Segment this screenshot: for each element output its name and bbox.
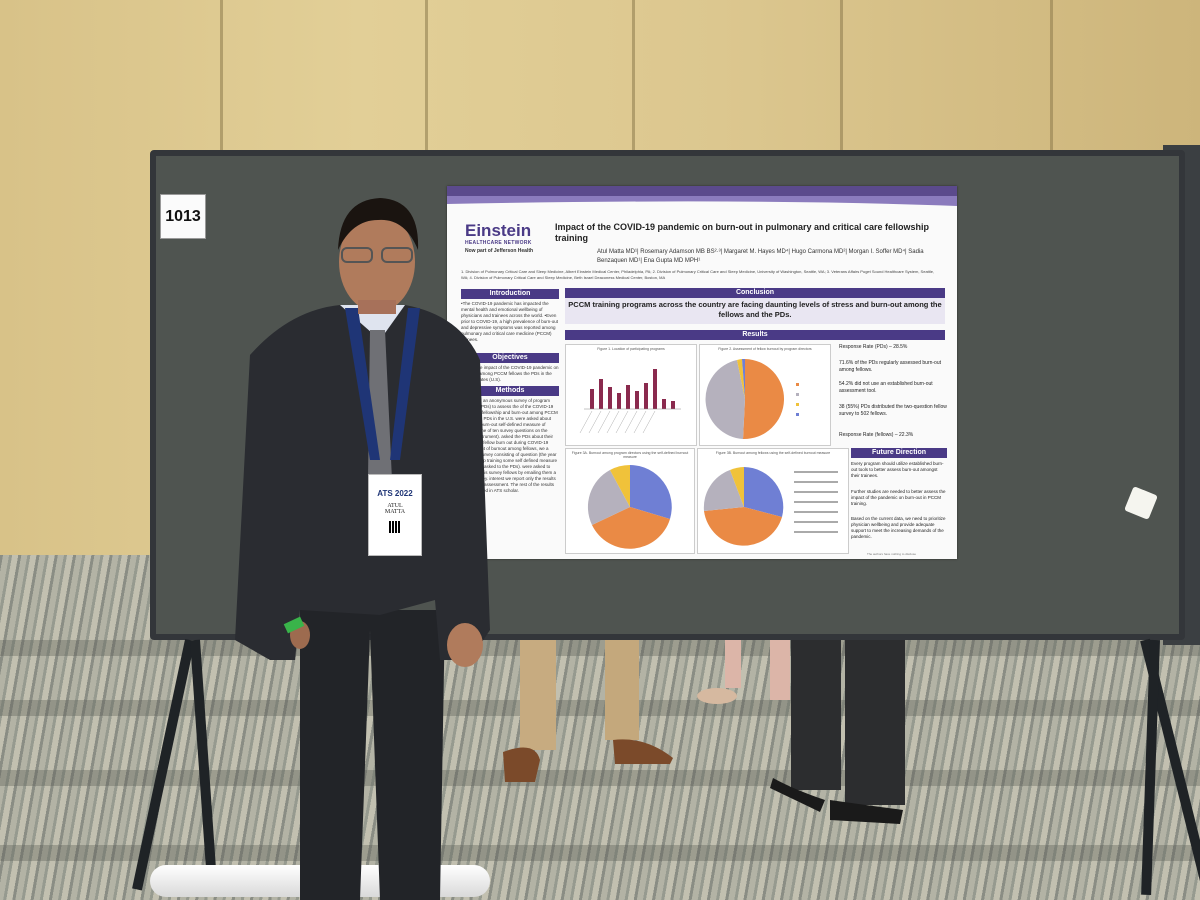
result-bullet-1: Response Rate (PDs) – 28.5% [839,344,908,350]
figure-3b-pie-chart: Figure 3B. Burnout among fellows using t… [697,448,849,554]
einstein-logo: Einstein [465,221,532,240]
figure-1-caption: Figure 1. Location of participating prog… [597,347,665,351]
methods-text: conducted an anonymous survey of program… [461,398,558,493]
introduction-heading: Introduction [461,289,559,299]
figure-3b-caption: Figure 3B. Burnout among fellows using t… [715,451,831,455]
conclusion-heading: Conclusion [565,288,945,298]
poster-top-band [447,186,957,196]
logo-tagline: Now part of Jefferson Health [465,248,534,254]
result-bullet-2: 71.6% of the PDs regularly assessed burn… [839,360,941,373]
logo-subtitle: HEALTHCARE NETWORK [465,240,532,246]
badge-last-name: MATTA [384,509,406,515]
conclusion-text: PCCM training programs across the countr… [565,298,945,324]
poster-affiliations: 1. Division of Pulmonary Critical Care a… [461,269,935,280]
background-people-legs [503,640,905,824]
poster-header-wave [447,196,957,206]
carpet-stripe [0,845,1200,861]
pie-3b-svg [703,467,838,546]
name-badge: ATS 2022 ATUL MATTA [368,474,422,556]
result-bullet-3: 54.2% did not use an established burn-ou… [839,381,933,394]
pie-3a-svg [587,464,672,549]
research-poster: Einstein HEALTHCARE NETWORK Now part of … [447,186,957,559]
figure-2-pie-chart: Figure 2. Assessment of fellow burnout b… [699,344,831,446]
pie-chart-svg [705,358,799,440]
figure-3a-pie-chart: Figure 3A. Burnout among program directo… [565,448,695,554]
figure-3a-caption: Figure 3A. Burnout among program directo… [571,451,689,459]
poster-footer-note: The authors have nothing to disclose [867,552,917,556]
poster-authors: Atul Matta MD¹| Rosemary Adamson MB BS²·… [597,249,924,264]
badge-first-name: ATUL [387,503,403,509]
future-direction-heading: Future Direction [851,448,947,458]
badge-qr-code [389,521,401,533]
figure-2-caption: Figure 2. Assessment of fellow burnout b… [718,347,812,351]
badge-event: ATS 2022 [377,489,413,498]
introduction-text: •The COVID-19 pandemic has impacted the … [461,301,559,342]
objectives-text: assess the impact of the COVID-19 pandem… [461,365,559,382]
future-bullet-1: Every program should utilize established… [851,461,944,478]
results-heading: Results [565,330,945,340]
future-bullet-2: Further studies are needed to better ass… [851,489,946,506]
result-bullet-5: Response Rate (fellows) – 22.3% [839,432,914,438]
result-bullet-4: 38 (55%) PDs distributed the two-questio… [839,404,947,417]
methods-heading: Methods [461,386,559,396]
bar-chart-svg [579,369,681,434]
booth-number-card: 1013 [160,194,206,239]
objectives-heading: Objectives [461,353,559,363]
poster-title: Impact of the COVID-19 pandemic on burn-… [555,222,930,243]
presenter [235,198,490,900]
future-bullet-3: Based on the current data, we need to pr… [851,516,946,539]
figure-1-bar-chart: Figure 1. Location of participating prog… [565,344,697,446]
